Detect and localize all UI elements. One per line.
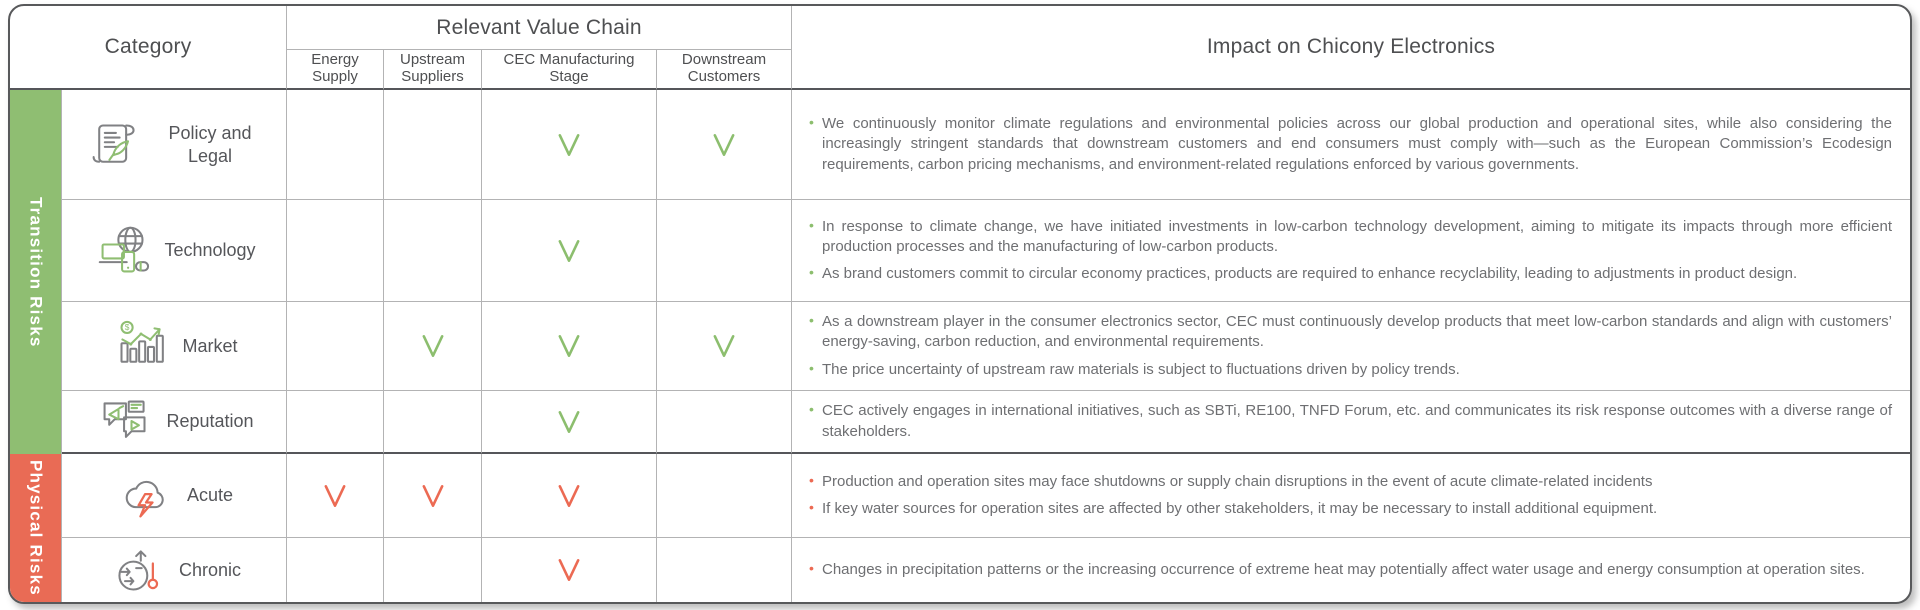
value-chain-cell-upstream-suppliers	[384, 302, 482, 391]
value-chain-cell-downstream-customers	[657, 454, 792, 538]
value-chain-cell-energy-supply	[287, 302, 384, 391]
group-label-physical-risks: Physical Risks	[26, 460, 46, 596]
category-cell: $ Market	[62, 302, 287, 391]
category-label: Reputation	[166, 411, 254, 432]
checkmark-icon	[558, 133, 580, 156]
value-chain-cell-upstream-suppliers	[384, 200, 482, 302]
impact-item: We continuously monitor climate regulati…	[808, 113, 1892, 174]
value-chain-cell-upstream-suppliers	[384, 454, 482, 538]
impact-cell: As a downstream player in the consumer e…	[792, 302, 1910, 391]
reputation-icon	[94, 396, 156, 448]
impact-cell: We continuously monitor climate regulati…	[792, 90, 1910, 200]
impact-item: As a downstream player in the consumer e…	[808, 311, 1892, 352]
value-chain-cell-downstream-customers	[657, 302, 792, 391]
checkmark-icon	[558, 410, 580, 433]
checkmark-icon	[558, 484, 580, 507]
category-cell: Chronic	[62, 538, 287, 602]
impact-item: In response to climate change, we have i…	[808, 216, 1892, 257]
impact-header: Impact on Chicony Electronics	[792, 6, 1910, 90]
climate-risk-table: Category Relevant Value Chain Energy Sup…	[8, 4, 1912, 604]
category-label: Chronic	[178, 559, 242, 580]
value-chain-cell-energy-supply	[287, 391, 384, 454]
impact-item: Changes in precipitation patterns or the…	[808, 559, 1892, 580]
value-chain-cell-upstream-suppliers	[384, 538, 482, 602]
policy-scroll-icon	[84, 119, 146, 171]
value-chain-cell-energy-supply	[287, 454, 384, 538]
acute-storm-icon	[115, 470, 177, 522]
value-chain-cell-downstream-customers	[657, 538, 792, 602]
value-chain-header: Relevant Value Chain	[287, 6, 792, 50]
checkmark-icon	[558, 239, 580, 262]
checkmark-icon	[558, 559, 580, 581]
impact-cell: Changes in precipitation patterns or the…	[792, 538, 1910, 602]
value-chain-column-downstream-customers: Downstream Customers	[657, 50, 792, 90]
value-chain-cell-cec-manufacturing-stage	[482, 538, 657, 602]
impact-cell: In response to climate change, we have i…	[792, 200, 1910, 302]
value-chain-cell-downstream-customers	[657, 90, 792, 200]
value-chain-cell-upstream-suppliers	[384, 90, 482, 200]
category-label: Technology	[164, 240, 256, 261]
impact-cell: CEC actively engages in international in…	[792, 391, 1910, 454]
value-chain-cell-downstream-customers	[657, 391, 792, 454]
market-icon: $	[110, 320, 172, 372]
category-cell: Technology	[62, 200, 287, 302]
category-cell: Reputation	[62, 391, 287, 454]
value-chain-cell-energy-supply	[287, 538, 384, 602]
checkmark-icon	[324, 484, 346, 507]
value-chain-cell-cec-manufacturing-stage	[482, 200, 657, 302]
checkmark-icon	[558, 335, 580, 357]
checkmark-icon	[713, 133, 735, 156]
value-chain-cell-cec-manufacturing-stage	[482, 90, 657, 200]
value-chain-column-cec-manufacturing-stage: CEC Manufacturing Stage	[482, 50, 657, 90]
impact-item: If key water sources for operation sites…	[808, 498, 1892, 519]
value-chain-cell-cec-manufacturing-stage	[482, 454, 657, 538]
value-chain-cell-cec-manufacturing-stage	[482, 302, 657, 391]
category-label: Market	[182, 335, 238, 356]
group-label-transition-risks: Transition Risks	[26, 196, 46, 348]
impact-item: Production and operation sites may face …	[808, 471, 1892, 492]
category-label: Acute	[186, 485, 234, 506]
checkmark-icon	[422, 335, 443, 357]
impact-item: As brand customers commit to circular ec…	[808, 263, 1892, 284]
impact-item: The price uncertainty of upstream raw ma…	[808, 359, 1892, 380]
category-header: Category	[10, 6, 287, 90]
value-chain-cell-cec-manufacturing-stage	[482, 391, 657, 454]
impact-cell: Production and operation sites may face …	[792, 454, 1910, 538]
category-cell: Policy and Legal	[62, 90, 287, 200]
technology-icon	[92, 225, 154, 277]
group-band-transition-risks: Transition Risks	[10, 90, 62, 454]
group-band-physical-risks: Physical Risks	[10, 454, 62, 602]
value-chain-column-upstream-suppliers: Upstream Suppliers	[384, 50, 482, 90]
checkmark-icon	[713, 335, 735, 357]
category-label: Policy and Legal	[168, 123, 252, 166]
impact-item: CEC actively engages in international in…	[808, 400, 1892, 441]
value-chain-cell-downstream-customers	[657, 200, 792, 302]
value-chain-cell-upstream-suppliers	[384, 391, 482, 454]
chronic-heat-icon	[107, 544, 169, 596]
value-chain-cell-energy-supply	[287, 200, 384, 302]
checkmark-icon	[422, 484, 443, 507]
category-cell: Acute	[62, 454, 287, 538]
value-chain-cell-energy-supply	[287, 90, 384, 200]
svg-text:$: $	[125, 322, 130, 332]
value-chain-column-energy-supply: Energy Supply	[287, 50, 384, 90]
